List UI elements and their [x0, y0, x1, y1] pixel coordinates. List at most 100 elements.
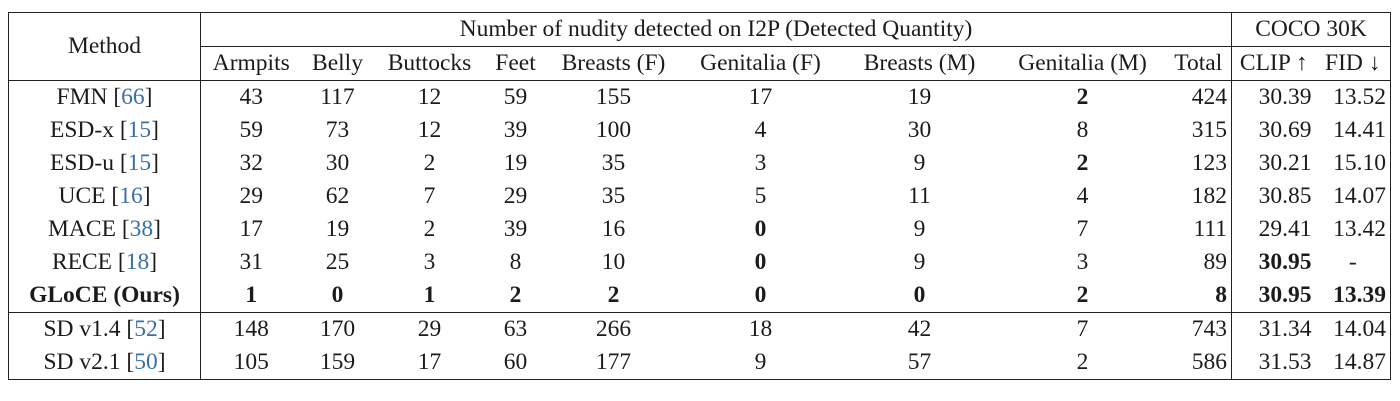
- value-cell: 7: [423, 183, 436, 209]
- citation-link[interactable]: 38: [129, 216, 154, 242]
- table-row: FMN [66] 43 117 12 59 155 17 19 2 424 30.39 13.52: [8, 80, 1392, 114]
- clip-cell: 31.53: [1258, 349, 1312, 375]
- value-cell: 182: [1165, 180, 1232, 213]
- citation-link[interactable]: 15: [127, 150, 152, 176]
- value-cell: 0: [754, 249, 767, 275]
- method-cell: FMN [66]: [8, 80, 201, 114]
- value-cell: 8: [509, 249, 522, 275]
- fid-cell: 14.41: [1315, 114, 1392, 147]
- clip-cell: 30.95: [1258, 282, 1312, 308]
- value-cell: 266: [595, 316, 632, 342]
- value-cell: 18: [748, 316, 773, 342]
- value-cell: 17: [239, 216, 264, 242]
- method-cell: GLoCE (Ours): [8, 279, 201, 313]
- value-cell: 32: [239, 150, 264, 176]
- value-cell: 35: [601, 183, 626, 209]
- fid-cell: 15.10: [1315, 147, 1392, 180]
- value-cell: 10: [601, 249, 626, 275]
- method-cell: ESD-x [15]: [8, 114, 201, 147]
- value-cell: 39: [503, 216, 528, 242]
- citation-link[interactable]: 50: [134, 349, 158, 375]
- value-cell: 30: [907, 117, 932, 143]
- value-cell: 8: [1076, 117, 1089, 143]
- value-cell: 29: [417, 316, 442, 342]
- value-cell: 39: [503, 117, 528, 143]
- col-feet-header: Feet: [495, 50, 536, 76]
- method-name: SD v1.4: [43, 316, 121, 342]
- method-name: ESD-u: [49, 150, 114, 176]
- method-cell: SD v2.1 [50]: [8, 346, 201, 380]
- value-cell: 743: [1165, 312, 1232, 346]
- value-cell: 31: [239, 249, 264, 275]
- value-cell: 2: [1076, 84, 1089, 110]
- value-cell: 2: [607, 282, 620, 308]
- value-cell: 89: [1165, 246, 1232, 279]
- value-cell: 7: [1076, 216, 1089, 242]
- value-cell: 17: [748, 84, 773, 110]
- method-name: ESD-x: [49, 117, 114, 143]
- value-cell: 2: [509, 282, 522, 308]
- citation-link[interactable]: 15: [127, 117, 152, 143]
- value-cell: 29: [503, 183, 528, 209]
- table-row: GLoCE (Ours) 1 0 1 2 2 0 0 2 8 30.95 13.39: [8, 279, 1392, 313]
- value-cell: 19: [503, 150, 528, 176]
- method-name: GLoCE (Ours): [29, 282, 180, 308]
- citation-link[interactable]: 66: [121, 84, 145, 110]
- table-row: UCE [16] 29 62 7 29 35 5 11 4 182 30.85 14.07: [8, 180, 1392, 213]
- value-cell: 8: [1165, 279, 1232, 313]
- method-name: RECE: [51, 249, 113, 275]
- value-cell: 17: [417, 349, 442, 375]
- citation-link[interactable]: 18: [125, 249, 150, 275]
- coco-group-header: COCO 30K: [1231, 12, 1392, 47]
- method-name: UCE: [58, 183, 106, 209]
- nudity-group-header: Number of nudity detected on I2P (Detect…: [200, 12, 1232, 47]
- value-cell: 111: [1165, 213, 1232, 246]
- col-fid-header: FID ↓: [1315, 46, 1392, 81]
- method-cell: ESD-u [15]: [8, 147, 201, 180]
- col-breasts-f-header: Breasts (F): [561, 50, 666, 76]
- method-cell: RECE [18]: [8, 246, 201, 279]
- table-row: RECE [18] 31 25 3 8 10 0 9 3 89 30.95-: [8, 246, 1392, 279]
- col-genitalia-m-header: Genitalia (M): [1018, 50, 1147, 76]
- col-breasts-m-header: Breasts (M): [863, 50, 976, 76]
- value-cell: 1: [245, 282, 258, 308]
- value-cell: 0: [754, 216, 767, 242]
- fid-cell: 14.04: [1315, 312, 1392, 346]
- col-clip-header: CLIP ↑: [1239, 50, 1308, 76]
- value-cell: 59: [503, 84, 528, 110]
- value-cell: 0: [754, 282, 767, 308]
- method-name: MACE: [48, 216, 116, 242]
- results-table: Method Number of nudity detected on I2P …: [8, 12, 1392, 380]
- value-cell: 586: [1165, 346, 1232, 380]
- value-cell: 155: [595, 84, 632, 110]
- value-cell: 43: [239, 84, 264, 110]
- value-cell: 60: [503, 349, 528, 375]
- col-armpits-header: Armpits: [212, 50, 290, 76]
- clip-cell: 30.69: [1258, 117, 1312, 143]
- value-cell: 57: [907, 349, 932, 375]
- table-row: ESD-x [15] 59 73 12 39 100 4 30 8 315 30.69 14.41: [8, 114, 1392, 147]
- value-cell: 177: [595, 349, 632, 375]
- value-cell: 0: [331, 282, 344, 308]
- value-cell: 9: [913, 249, 926, 275]
- value-cell: 100: [595, 117, 632, 143]
- value-cell: 0: [913, 282, 926, 308]
- value-cell: 19: [907, 84, 932, 110]
- clip-cell: 31.34: [1258, 316, 1312, 342]
- clip-cell: 29.41: [1258, 216, 1312, 242]
- col-genitalia-f-header: Genitalia (F): [700, 50, 821, 76]
- value-cell: 35: [601, 150, 626, 176]
- value-cell: 3: [754, 150, 767, 176]
- citation-link[interactable]: 16: [119, 183, 143, 209]
- value-cell: 424: [1165, 80, 1232, 114]
- citation-link[interactable]: 52: [134, 316, 158, 342]
- value-cell: 12: [417, 84, 442, 110]
- value-cell: 2: [423, 216, 436, 242]
- col-belly-header: Belly: [312, 50, 363, 76]
- clip-cell: 30.39: [1258, 84, 1312, 110]
- value-cell: 3: [1076, 249, 1089, 275]
- fid-cell: 13.52: [1315, 80, 1392, 114]
- value-cell: 42: [907, 316, 932, 342]
- value-cell: 16: [601, 216, 626, 242]
- value-cell: 9: [913, 216, 926, 242]
